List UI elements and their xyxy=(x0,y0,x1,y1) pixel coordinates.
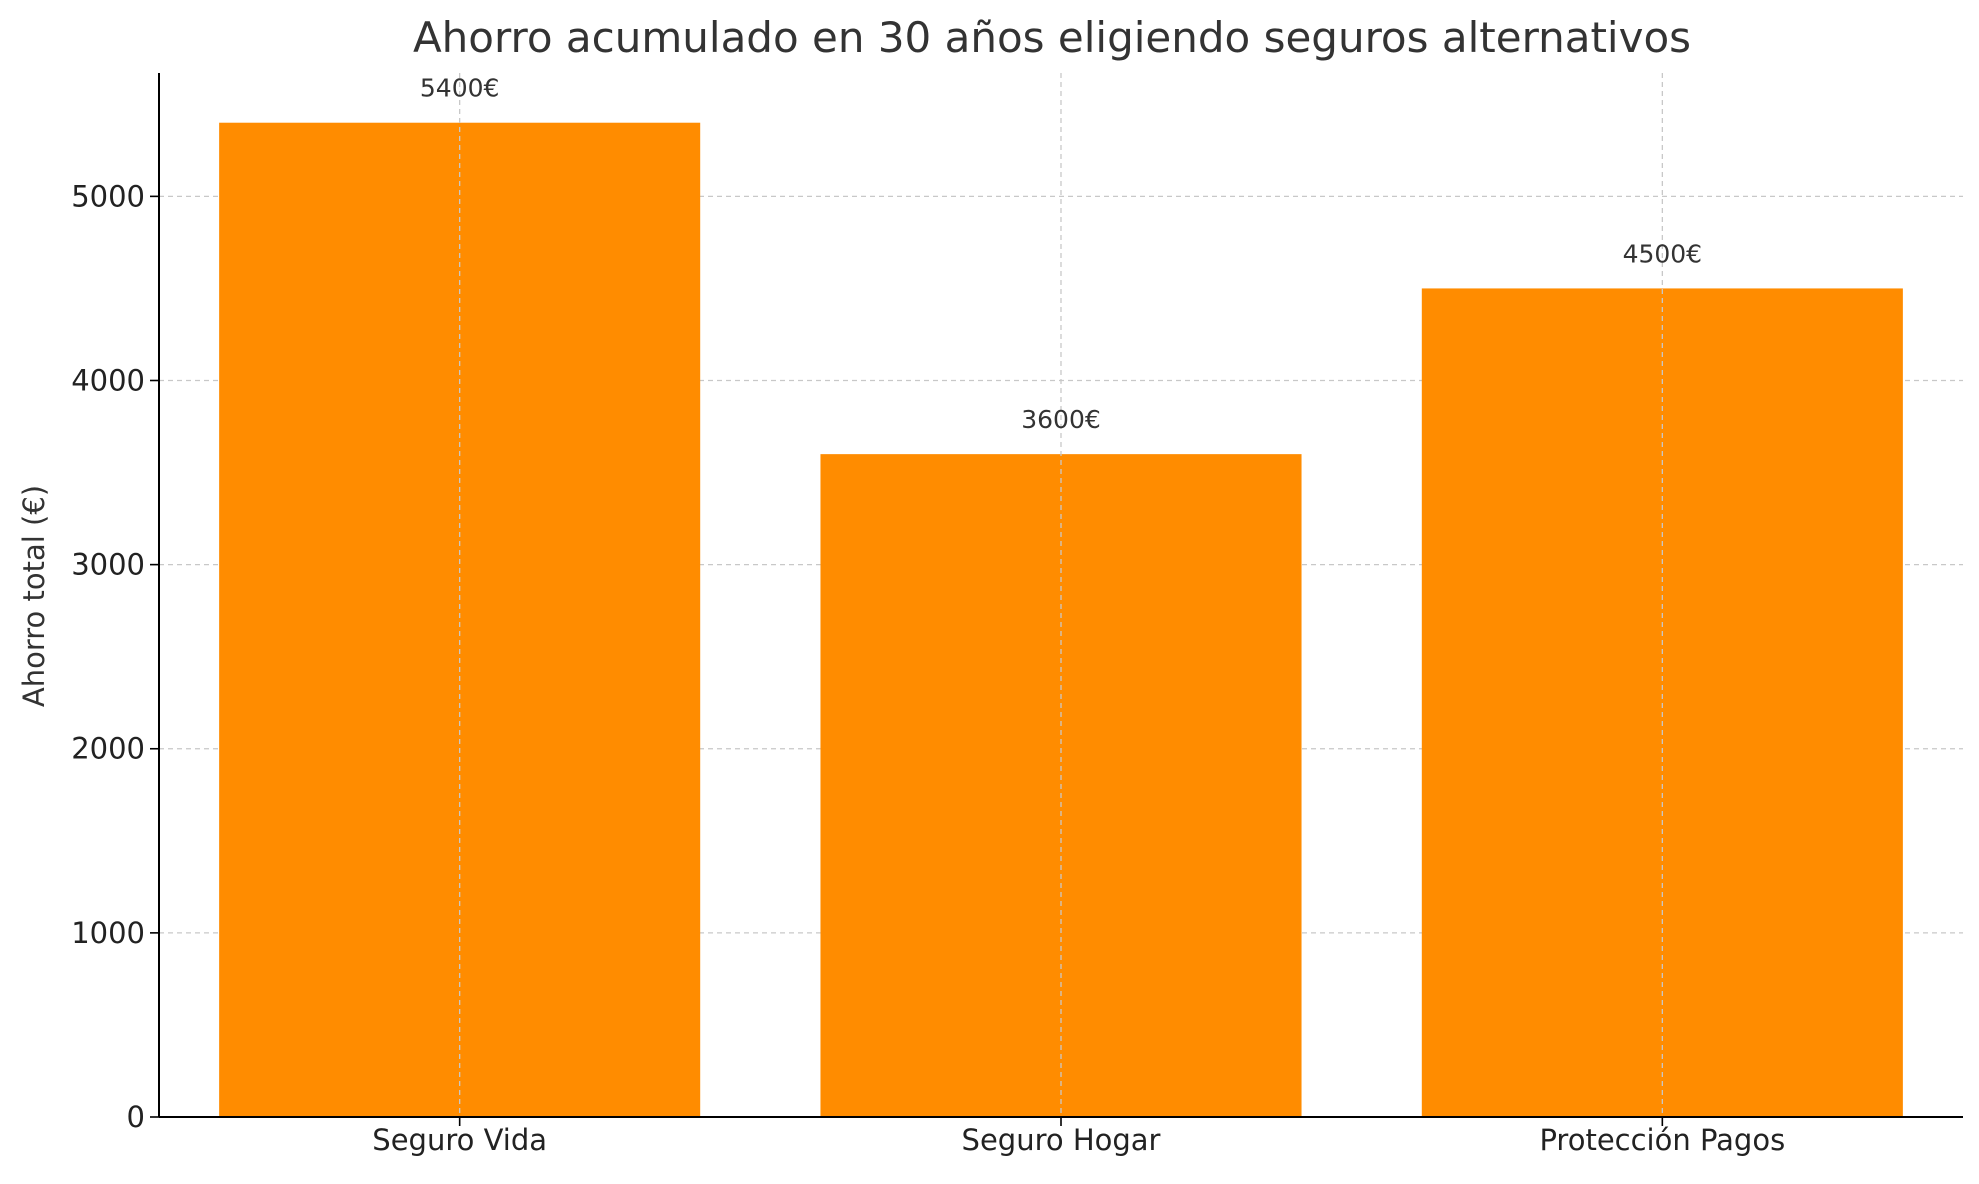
y-tick-label: 2000 xyxy=(71,732,145,766)
y-tick-label: 5000 xyxy=(71,179,145,213)
x-tick-label: Seguro Hogar xyxy=(962,1123,1161,1157)
bar-value-label: 5400€ xyxy=(420,74,500,103)
x-tick-label: Protección Pagos xyxy=(1539,1123,1785,1157)
x-tick-label: Seguro Vida xyxy=(372,1123,547,1157)
y-tick-label: 4000 xyxy=(71,363,145,397)
y-tick-label: 0 xyxy=(127,1100,145,1134)
bar-seguro-vida xyxy=(219,122,701,1117)
x-grid-lines xyxy=(459,73,1663,1117)
bar-value-label: 4500€ xyxy=(1623,239,1703,268)
chart-title: Ahorro acumulado en 30 años eligiendo se… xyxy=(413,13,1691,62)
bars xyxy=(219,122,1903,1118)
value-labels: 5400€ 3600€ 4500€ xyxy=(420,74,1702,434)
y-tick-label: 1000 xyxy=(71,916,145,950)
tick-labels: 0 1000 2000 3000 4000 5000 Seguro Vida Seguro H… xyxy=(71,179,1785,1157)
y-axis-label: Ahorro total (€) xyxy=(17,485,51,707)
bar-value-label: 3600€ xyxy=(1021,405,1101,434)
y-tick-label: 3000 xyxy=(71,548,145,582)
